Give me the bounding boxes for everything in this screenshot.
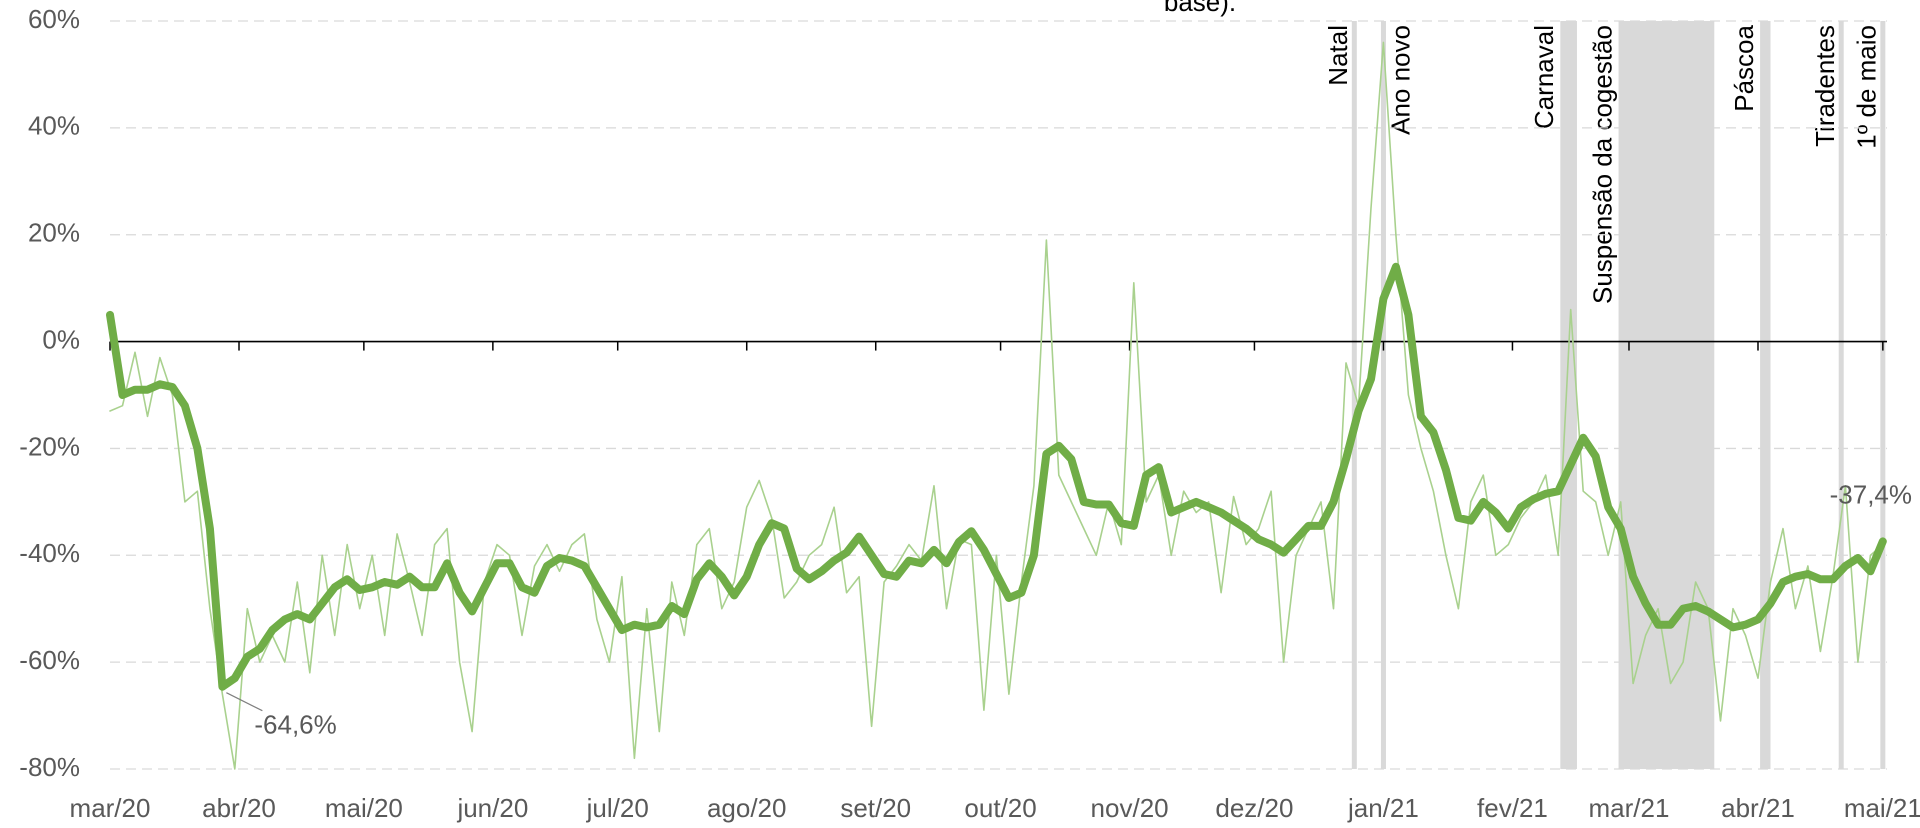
event-band [1760, 21, 1771, 769]
x-tick-label: out/20 [964, 793, 1036, 823]
annotation-layer [1351, 21, 1886, 769]
x-tick-label: fev/21 [1477, 793, 1548, 823]
event-band [1838, 21, 1844, 769]
data-line [106, 262, 1887, 691]
event-band [1560, 21, 1577, 769]
data-label: -37,4% [1830, 479, 1912, 509]
x-tick-label: jun/20 [456, 793, 528, 823]
event-label: 1º de maio [1852, 25, 1882, 149]
data-line [109, 41, 1884, 770]
y-tick-label: -60% [19, 645, 80, 675]
x-tick-label: set/20 [840, 793, 911, 823]
event-label: Ano novo [1385, 25, 1415, 135]
x-tick-label: jul/20 [586, 793, 649, 823]
event-band [1880, 21, 1886, 769]
x-tick-label: mai/20 [325, 793, 403, 823]
data-label: -64,6% [254, 710, 336, 740]
event-band [1618, 21, 1715, 769]
event-label: Tiradentes [1810, 25, 1840, 147]
event-band [1380, 21, 1386, 769]
x-tick-label: nov/20 [1091, 793, 1169, 823]
x-tick-label: mar/21 [1589, 793, 1670, 823]
x-tick-label: abr/20 [202, 793, 276, 823]
x-tick-label: abr/21 [1721, 793, 1795, 823]
y-tick-label: -80% [19, 752, 80, 782]
x-tick-label: jan/21 [1347, 793, 1419, 823]
x-tick-label: ago/20 [707, 793, 787, 823]
y-tick-label: 60% [28, 4, 80, 34]
x-tick-label: mar/20 [70, 793, 151, 823]
x-tick-label: dez/20 [1215, 793, 1293, 823]
event-label: Natal [1323, 25, 1353, 86]
y-tick-label: 20% [28, 218, 80, 248]
y-tick-label: -40% [19, 538, 80, 568]
event-label: Páscoa [1729, 24, 1759, 111]
y-tick-label: 0% [42, 324, 80, 354]
event-label: Suspensão da cogestão [1587, 25, 1617, 304]
x-tick-label: mai/21 [1844, 793, 1920, 823]
event-label: Carnaval [1529, 25, 1559, 129]
y-tick-label: 40% [28, 111, 80, 141]
label-leader [226, 692, 263, 712]
event-band [1351, 21, 1357, 769]
y-tick-label: -20% [19, 431, 80, 461]
chart-title: base). [1164, 0, 1236, 17]
